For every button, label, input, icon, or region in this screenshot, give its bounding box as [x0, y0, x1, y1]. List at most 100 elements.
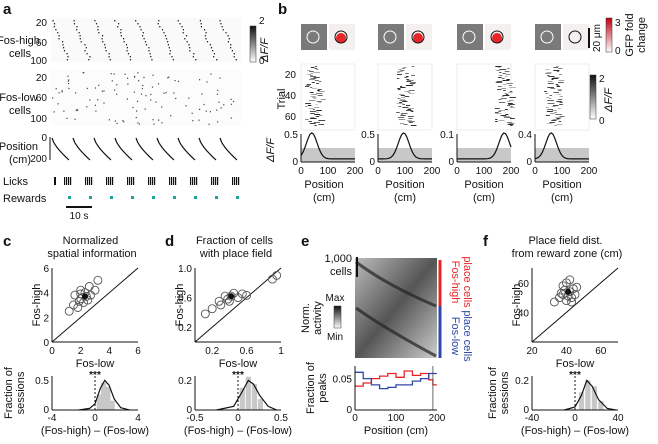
lick-mark: [131, 177, 133, 185]
scatter-point: [556, 288, 566, 298]
fos-low-event: [127, 83, 129, 85]
panel-f-letter: f: [483, 233, 489, 250]
fos-low-row-label-l1: Fos-low: [0, 92, 38, 104]
fos-low-event: [58, 92, 60, 94]
inset-x-tick: 0.5: [274, 413, 288, 424]
panel-a-cbar-min: 0: [259, 56, 265, 67]
scatter-point: [242, 290, 252, 300]
fos-low-event: [157, 83, 160, 85]
fos-high-event: [209, 44, 211, 46]
scatter-mean: [228, 293, 235, 300]
fos-high-event: [213, 56, 215, 58]
b-trial-event: [545, 107, 549, 108]
fos-high-event: [233, 56, 235, 58]
b-trial-event: [556, 86, 561, 87]
e-x-tick: 100: [388, 413, 405, 424]
b-trial-event: [408, 93, 415, 94]
b-x-tick: 100: [320, 166, 337, 177]
b-trial-event: [312, 88, 317, 89]
b-trial-event: [407, 109, 411, 110]
b-trial-event: [505, 114, 509, 115]
fos-high-event: [89, 56, 91, 58]
fos-low-event: [116, 93, 118, 95]
b-tuning-curve: [534, 132, 589, 160]
fos-low-event: [68, 87, 70, 90]
b-trial-event: [508, 92, 513, 93]
b-trial-event: [553, 67, 558, 68]
e-cells-label-l1: 1,000: [324, 253, 352, 265]
fos-high-event: [78, 32, 80, 34]
b-trial-event: [554, 125, 557, 126]
c-inset: ***-4 0 400.5(Fos-high) – (Fos-low)Fractio…: [3, 366, 149, 437]
b-trial-event: [546, 123, 553, 124]
b-trial-event: [398, 106, 402, 107]
fos-low-event: [206, 81, 208, 83]
b-trial-event: [496, 70, 500, 71]
fos-low-event: [161, 106, 163, 108]
fos-high-event: [192, 56, 194, 58]
b-trial-event: [504, 117, 512, 118]
b-x-tick: 200: [424, 166, 441, 177]
b-trial-event: [401, 113, 408, 114]
fos-high-row-label: Fos-high cells: [0, 35, 43, 60]
b-scalebar-label: 20 μm: [592, 24, 603, 52]
b-trial-event: [559, 102, 563, 103]
fos-high-event: [76, 29, 78, 31]
b-trial-event: [406, 81, 412, 82]
fos-low-event: [174, 80, 176, 82]
b-trial-event: [316, 112, 319, 113]
e-norm-label: Norm.activity: [300, 301, 324, 335]
b-trial-event: [505, 94, 509, 95]
inset-ylabel-l2: sessions: [499, 371, 511, 414]
hist-bar: [239, 387, 245, 410]
b-trial-event: [399, 100, 407, 101]
fos-high-event: [221, 26, 223, 28]
cells-tick-60-bottom: 60: [36, 93, 48, 104]
fos-low-event: [230, 98, 232, 100]
lick-mark: [234, 177, 236, 185]
b-trial-event: [555, 84, 559, 85]
fos-high-event: [73, 23, 76, 25]
fos-low-event: [177, 80, 180, 82]
b-trial-event: [404, 77, 408, 78]
b-trial-event: [308, 100, 316, 101]
b-trial-event: [494, 112, 499, 113]
e-fos-high-label-l2: place cells: [461, 256, 473, 308]
fos-high-event: [220, 23, 222, 25]
cells-tick-100-top: 100: [30, 56, 47, 67]
b-trial-event: [495, 66, 502, 67]
fos-high-event: [164, 35, 167, 37]
b-trial-event: [556, 85, 560, 86]
lick-mark: [87, 177, 89, 185]
b-cell-image: [301, 24, 327, 50]
fos-high-event: [66, 59, 68, 61]
b-trial-event: [399, 123, 404, 124]
b-trial-event: [309, 108, 314, 109]
b-trial-event: [314, 125, 317, 126]
hist-bar: [257, 398, 263, 410]
fos-high-event: [142, 32, 144, 34]
lick-mark: [190, 177, 192, 185]
b-column-3: 0.1 00 100 200: [440, 24, 520, 177]
fos-low-event: [126, 98, 128, 100]
b-trial-event: [316, 110, 322, 111]
hist-bar: [578, 392, 585, 410]
b-trial-event: [405, 110, 413, 111]
scatter-x-tick: 0: [49, 346, 55, 357]
fos-low-event: [76, 108, 78, 111]
scatter-point: [549, 297, 559, 307]
scatter-mean: [82, 293, 88, 300]
rewards-row-label: Rewards: [3, 193, 47, 205]
b-trial-event: [494, 108, 500, 109]
fos-low-event: [137, 122, 139, 124]
fos-low-event: [61, 91, 63, 93]
e-diagonal-bottom: [355, 306, 437, 358]
b-trial-event: [310, 67, 315, 68]
fos-high-event: [120, 35, 122, 37]
density-curve: [564, 379, 617, 411]
fos-high-event: [94, 20, 96, 22]
inset-y-tick: 0: [43, 405, 49, 416]
b-trial-event: [397, 117, 405, 118]
